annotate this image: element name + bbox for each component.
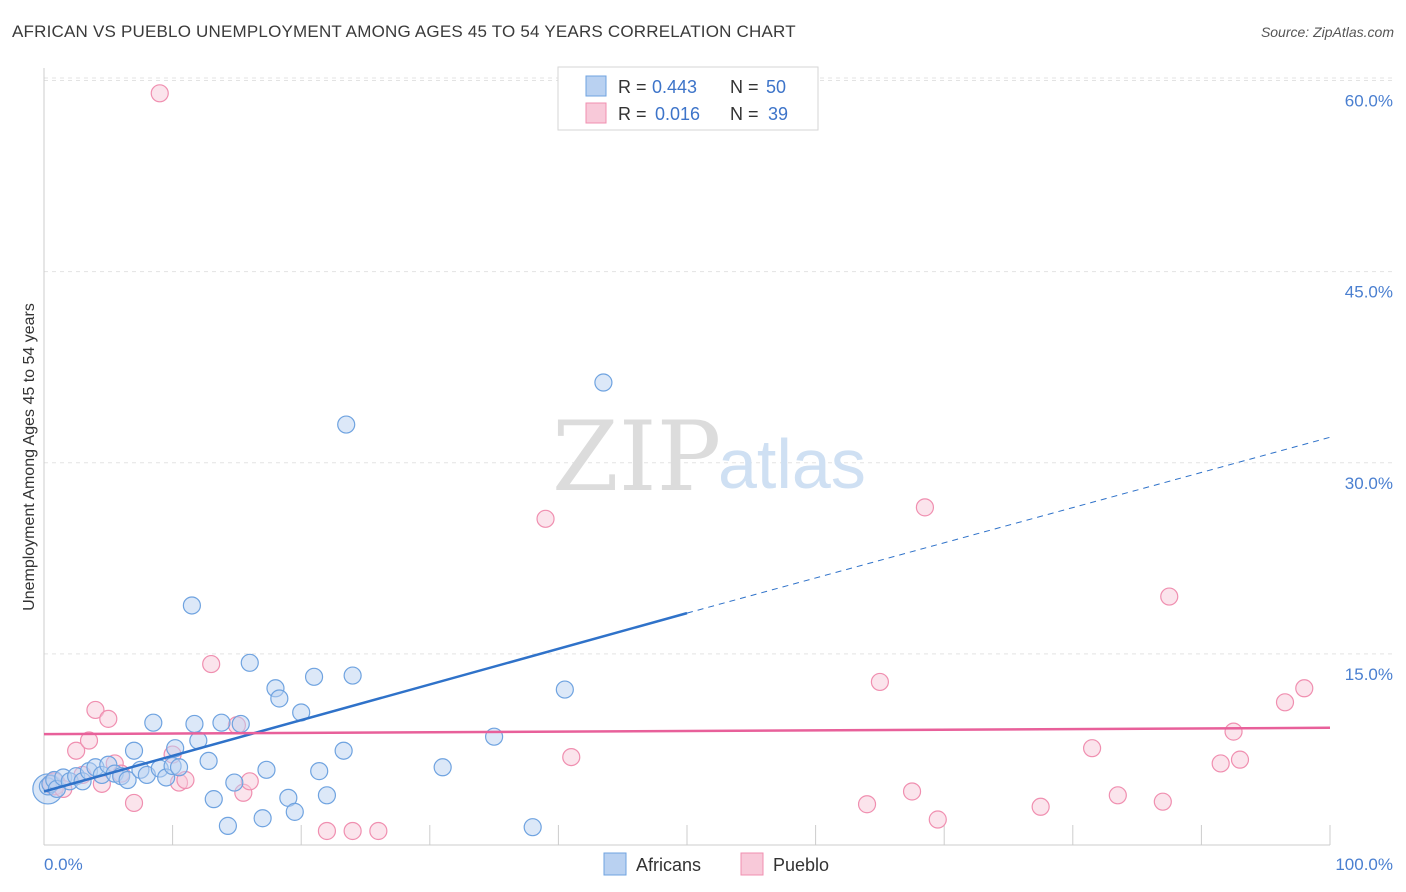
pueblo-point — [1031, 797, 1050, 816]
pueblo-point — [369, 821, 388, 841]
pueblo-point — [1082, 739, 1102, 758]
pueblo-point — [240, 772, 259, 791]
x-tick-label-min: 0.0% — [44, 855, 83, 874]
africans-point — [317, 786, 337, 805]
axes-layer: 15.0% 30.0% 45.0% 60.0% — [43, 68, 1393, 846]
africans-point — [257, 760, 276, 779]
pueblo-point — [1295, 679, 1314, 698]
pueblo-n-value: 39 — [768, 104, 788, 124]
y-tick-label: 15.0% — [1345, 665, 1393, 684]
pueblo-trend-line — [43, 726, 1331, 736]
africans-point — [285, 802, 304, 821]
pueblo-swatch — [585, 102, 607, 124]
africans-trend-extension — [686, 436, 1331, 614]
africans-point — [304, 667, 324, 686]
pueblo-point — [928, 810, 947, 829]
y-tick-label: 45.0% — [1345, 283, 1393, 302]
pueblo-point — [317, 821, 337, 841]
pueblo-point — [86, 700, 105, 720]
chart-title: AFRICAN VS PUEBLO UNEMPLOYMENT AMONG AGE… — [12, 22, 796, 41]
pueblo-point — [915, 498, 935, 517]
y-axis-label: Unemployment Among Ages 45 to 54 years — [21, 303, 38, 611]
africans-point — [204, 790, 223, 809]
y-tick-label: 30.0% — [1345, 474, 1393, 493]
pueblo-point — [124, 793, 144, 813]
africans-n-value: 50 — [766, 77, 786, 97]
pueblo-point — [562, 747, 581, 767]
watermark-atlas: atlas — [718, 425, 866, 503]
africans-point — [124, 741, 144, 760]
africans-point — [212, 713, 231, 732]
africans-point — [555, 680, 574, 699]
africans-point — [166, 739, 185, 758]
africans-trend-line — [43, 611, 688, 793]
africans-point — [594, 373, 613, 392]
x-tick-label-max: 100.0% — [1335, 855, 1393, 874]
legend-pueblo-label: Pueblo — [773, 855, 829, 875]
pueblo-r-value: 0.016 — [655, 104, 700, 124]
africans-r-value: 0.443 — [652, 77, 697, 97]
africans-point — [433, 758, 452, 777]
pueblo-point — [1230, 750, 1250, 769]
africans-swatch — [585, 75, 607, 97]
pueblo-point — [902, 782, 922, 801]
pueblo-point — [79, 731, 99, 750]
africans-point — [523, 818, 542, 837]
africans-point — [182, 596, 201, 615]
africans-point — [253, 809, 272, 828]
pueblo-point — [343, 821, 362, 841]
africans-point — [240, 653, 259, 672]
africans-point — [337, 415, 356, 434]
trend-layer — [43, 436, 1331, 793]
pueblo-point — [870, 672, 890, 692]
pueblo-point — [67, 741, 86, 760]
africans-point — [118, 770, 137, 790]
pueblo-point — [1160, 587, 1179, 606]
source-credit: Source: ZipAtlas.com — [1260, 24, 1394, 40]
series-legend: Africans Pueblo — [603, 852, 829, 876]
pueblo-point — [1224, 722, 1243, 741]
grid-layer — [44, 77, 1393, 655]
africans-point — [185, 714, 204, 734]
watermark: ZIP atlas — [552, 401, 866, 513]
africans-point — [270, 689, 289, 708]
stats-legend: R = 0.443 N = 50 R = 0.016 N = 39 — [557, 66, 819, 131]
legend-africans-swatch — [603, 852, 627, 876]
africans-point — [334, 741, 353, 760]
africans-n-label: N = — [730, 77, 759, 97]
pueblo-point — [857, 795, 877, 814]
africans-point — [343, 666, 362, 685]
legend-pueblo-swatch — [740, 852, 764, 876]
pueblo-point — [150, 84, 169, 103]
africans-point — [169, 758, 189, 777]
pueblo-point — [1108, 786, 1127, 805]
pueblo-point — [1153, 792, 1172, 811]
pueblo-n-label: N = — [730, 104, 759, 124]
pueblo-point — [99, 709, 118, 728]
africans-point — [225, 773, 244, 792]
pueblo-r-label: R = — [618, 104, 647, 124]
africans-point — [310, 762, 329, 781]
africans-point — [218, 816, 237, 835]
africans-point — [231, 714, 250, 734]
africans-r-label: R = — [618, 77, 647, 97]
watermark-zip: ZIP — [552, 401, 721, 513]
africans-point — [199, 751, 218, 771]
pueblo-point — [202, 654, 221, 674]
y-tick-label: 60.0% — [1345, 92, 1393, 111]
pueblo-point — [536, 509, 555, 528]
pueblo-point — [1275, 693, 1295, 712]
africans-point — [144, 713, 163, 732]
pueblo-point — [1211, 754, 1230, 773]
legend-africans-label: Africans — [636, 855, 701, 875]
